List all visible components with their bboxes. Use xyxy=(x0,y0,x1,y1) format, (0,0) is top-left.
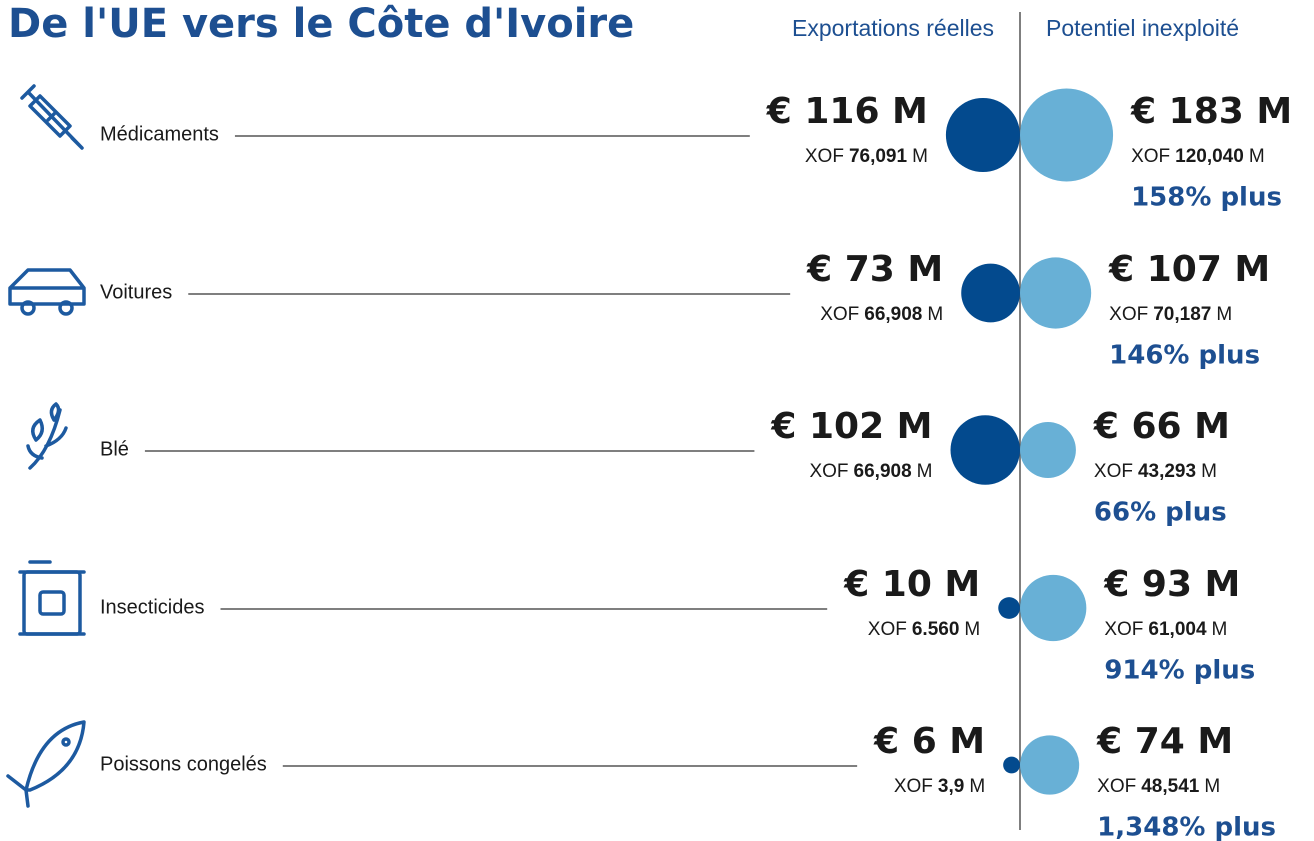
xof-value: 66,908 xyxy=(864,304,922,325)
growth-label: 914% plus xyxy=(1104,656,1255,686)
xof-prefix: XOF xyxy=(894,776,933,797)
icon-fish xyxy=(6,720,86,808)
xof-suffix: M xyxy=(1204,776,1220,797)
xof-prefix: XOF xyxy=(1094,461,1133,482)
growth-label: 158% plus xyxy=(1131,183,1282,213)
xof-label: XOF 48,541 M xyxy=(1097,776,1220,797)
value-label: € 73 M xyxy=(806,249,943,290)
xof-suffix: M xyxy=(1201,461,1217,482)
value-label: € 93 M xyxy=(1103,564,1240,605)
xof-suffix: M xyxy=(917,461,933,482)
icon-car xyxy=(8,268,86,316)
xof-prefix: XOF xyxy=(820,304,859,325)
value-label: € 116 M xyxy=(766,91,928,132)
bubble-actual xyxy=(961,263,1020,323)
xof-suffix: M xyxy=(1216,304,1232,325)
xof-label: XOF 76,091 M xyxy=(805,146,928,167)
icon-wheat xyxy=(26,402,68,470)
xof-value: 66,908 xyxy=(854,461,912,482)
bubble-potential xyxy=(1019,88,1114,182)
xof-value: 70,187 xyxy=(1153,304,1211,325)
bubble-actual xyxy=(1003,756,1020,774)
xof-label: XOF 66,908 M xyxy=(820,304,943,325)
category-label: Insecticides xyxy=(100,596,205,618)
bubble-potential xyxy=(1020,735,1080,795)
xof-prefix: XOF xyxy=(805,146,844,167)
xof-prefix: XOF xyxy=(868,619,907,640)
xof-suffix: M xyxy=(964,619,980,640)
xof-value: 48,541 xyxy=(1141,776,1200,797)
xof-value: 43,293 xyxy=(1138,461,1196,482)
xof-value: 120,040 xyxy=(1175,146,1244,167)
xof-suffix: M xyxy=(969,776,985,797)
xof-prefix: XOF xyxy=(1131,146,1170,167)
value-label: € 183 M xyxy=(1130,91,1292,132)
xof-suffix: M xyxy=(912,146,928,167)
legend-actual: Exportations réelles xyxy=(792,15,994,41)
bubble-potential xyxy=(1019,422,1076,478)
xof-label: XOF 120,040 M xyxy=(1131,146,1265,167)
category-label: Poissons congelés xyxy=(100,753,267,775)
category-label: Médicaments xyxy=(100,123,219,145)
value-label: € 107 M xyxy=(1108,249,1270,290)
bubble-actual xyxy=(950,415,1020,485)
icon-insecticide xyxy=(18,560,86,636)
growth-label: 66% plus xyxy=(1094,498,1227,528)
xof-suffix: M xyxy=(1212,619,1228,640)
title: De l'UE vers le Côte d'Ivoire xyxy=(8,1,634,47)
xof-label: XOF 61,004 M xyxy=(1104,619,1227,640)
xof-label: XOF 43,293 M xyxy=(1094,461,1217,482)
xof-suffix: M xyxy=(1249,146,1265,167)
bubble-actual xyxy=(945,97,1020,173)
xof-prefix: XOF xyxy=(809,461,848,482)
icon-medicine xyxy=(20,84,84,150)
xof-value: 6.560 xyxy=(912,619,960,640)
legend-potential: Potentiel inexploité xyxy=(1046,15,1239,41)
xof-prefix: XOF xyxy=(1109,304,1148,325)
value-label: € 6 M xyxy=(873,721,985,762)
value-label: € 66 M xyxy=(1093,406,1230,447)
value-label: € 10 M xyxy=(843,564,980,605)
value-label: € 74 M xyxy=(1096,721,1233,762)
bubble-potential xyxy=(1020,574,1087,642)
xof-label: XOF 6.560 M xyxy=(868,619,980,640)
value-label: € 102 M xyxy=(770,406,932,447)
growth-label: 1,348% plus xyxy=(1097,813,1276,841)
xof-suffix: M xyxy=(927,304,943,325)
xof-prefix: XOF xyxy=(1097,776,1136,797)
xof-label: XOF 70,187 M xyxy=(1109,304,1232,325)
xof-value: 76,091 xyxy=(849,146,908,167)
xof-value: 61,004 xyxy=(1148,619,1207,640)
bubble-actual xyxy=(998,597,1020,619)
xof-value: 3,9 xyxy=(938,776,964,797)
category-label: Blé xyxy=(100,438,129,460)
xof-label: XOF 3,9 M xyxy=(894,776,985,797)
category-label: Voitures xyxy=(100,281,172,303)
bubble-potential xyxy=(1020,257,1092,329)
xof-prefix: XOF xyxy=(1104,619,1143,640)
growth-label: 146% plus xyxy=(1109,341,1260,371)
xof-label: XOF 66,908 M xyxy=(809,461,932,482)
